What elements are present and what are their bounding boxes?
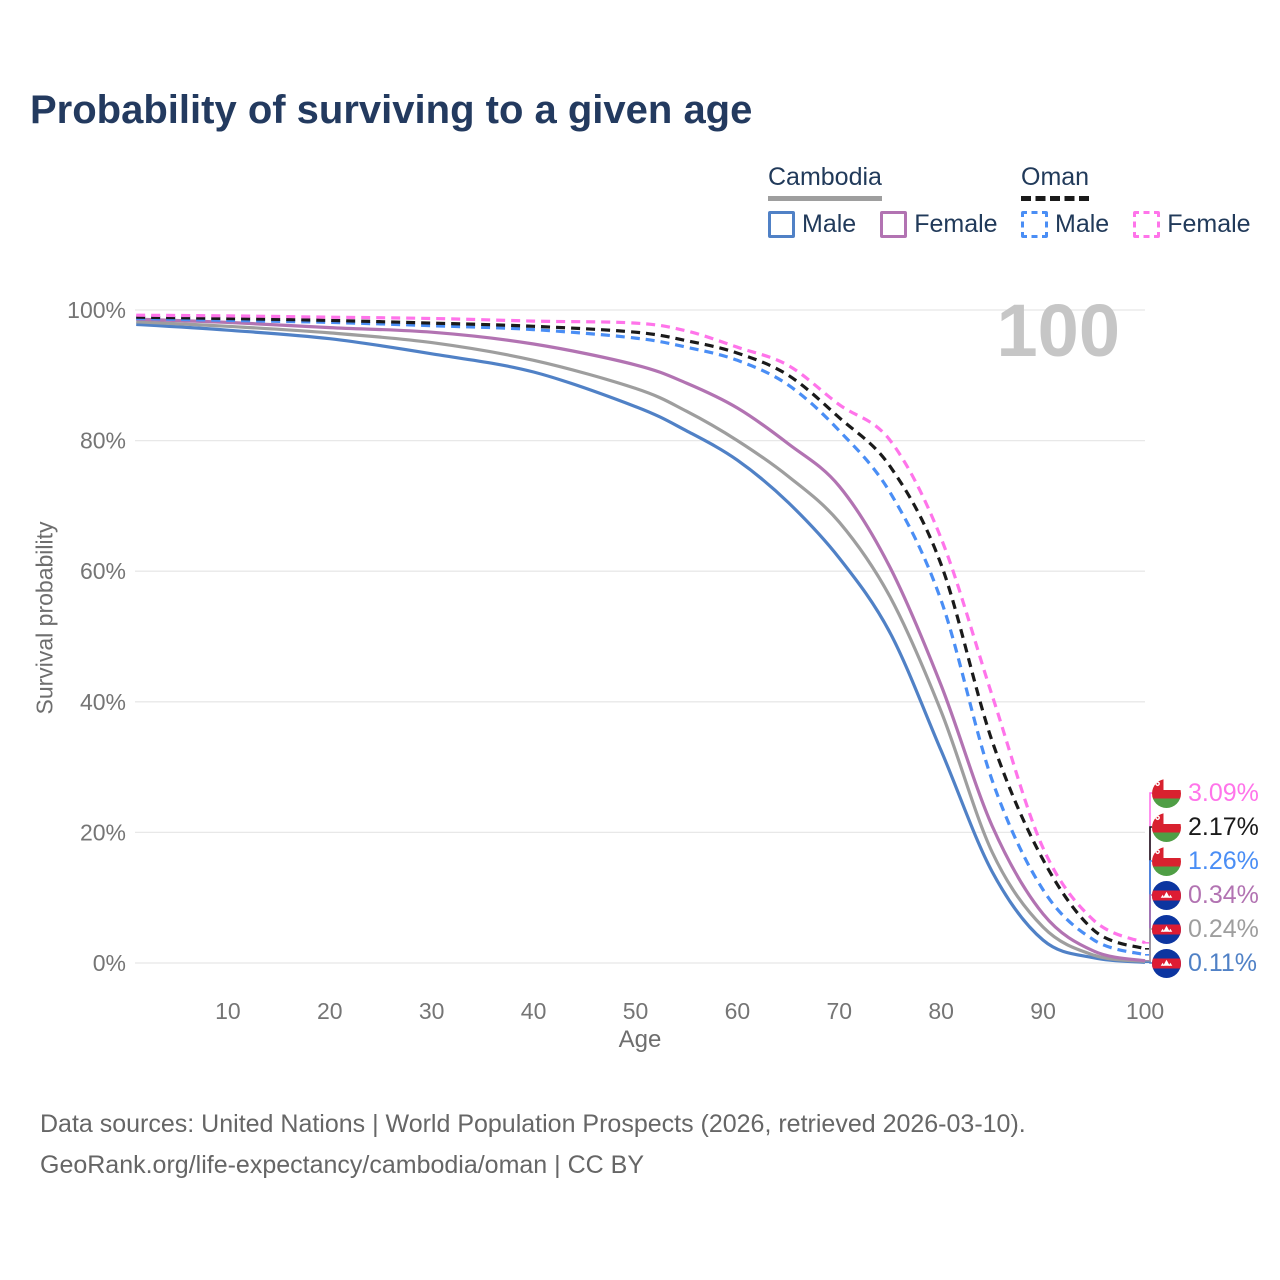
- legend-item-cambodia-male[interactable]: Male: [768, 210, 856, 239]
- oman-flag-icon: [1152, 778, 1181, 808]
- curve-oman-female[interactable]: [136, 313, 1146, 945]
- legend-group-cambodia: Cambodia Male Female: [768, 163, 998, 239]
- y-tick-label: 60%: [80, 558, 126, 584]
- end-label-value: 0.34%: [1188, 880, 1259, 909]
- legend-oman-header[interactable]: Oman: [1021, 163, 1090, 201]
- oman-female-swatch-icon: [1133, 211, 1161, 238]
- footer-attribution: GeoRank.org/life-expectancy/cambodia/oma…: [40, 1151, 645, 1179]
- footer-data-sources: Data sources: United Nations | World Pop…: [40, 1110, 1026, 1138]
- x-tick-label: 40: [521, 998, 547, 1024]
- y-axis-title: Survival probability: [31, 521, 58, 715]
- end-label-cambodia-male[interactable]: 0.11%: [1152, 948, 1257, 978]
- y-tick-label: 0%: [93, 950, 126, 976]
- end-label-cambodia-female[interactable]: 0.34%: [1152, 880, 1259, 910]
- curve-oman-male[interactable]: [136, 316, 1146, 957]
- legend-item-oman-male[interactable]: Male: [1021, 210, 1109, 239]
- legend-label: Male: [1055, 210, 1110, 238]
- cambodia-flag-icon: [1152, 948, 1181, 978]
- curve-cambodia-total[interactable]: [136, 320, 1146, 963]
- x-tick-label: 70: [827, 998, 853, 1024]
- oman-flag-icon: [1152, 812, 1181, 842]
- curve-oman-total[interactable]: [136, 315, 1146, 951]
- x-tick-label: 50: [623, 998, 649, 1024]
- y-tick-label: 80%: [80, 428, 126, 454]
- oman-flag-icon: [1152, 846, 1181, 876]
- end-label-value: 1.26%: [1188, 846, 1259, 875]
- legend-item-cambodia-female[interactable]: Female: [880, 210, 998, 239]
- x-tick-label: 20: [317, 998, 343, 1024]
- cambodia-male-swatch-icon: [768, 211, 795, 238]
- legend-label: Male: [802, 210, 857, 238]
- end-label-value: 3.09%: [1188, 778, 1259, 807]
- age-watermark: 100: [996, 289, 1120, 372]
- cambodia-flag-icon: [1152, 914, 1181, 944]
- x-tick-label: 30: [419, 998, 445, 1024]
- footer: Data sources: United Nations | World Pop…: [40, 1104, 1026, 1186]
- end-label-oman-female[interactable]: 3.09%: [1152, 778, 1259, 808]
- x-tick-label: 100: [1126, 998, 1164, 1024]
- legend-label: Female: [1167, 210, 1251, 238]
- legend-cambodia-header[interactable]: Cambodia: [768, 163, 882, 201]
- x-tick-label: 80: [928, 998, 954, 1024]
- end-label-value: 0.11%: [1188, 948, 1258, 977]
- curve-cambodia-male[interactable]: [136, 322, 1146, 964]
- end-label-cambodia-total[interactable]: 0.24%: [1152, 914, 1259, 944]
- end-label-oman-male[interactable]: 1.26%: [1152, 846, 1259, 876]
- y-tick-label: 40%: [80, 689, 126, 715]
- x-tick-label: 60: [725, 998, 751, 1024]
- y-tick-label: 20%: [80, 819, 126, 845]
- page-title: Probability of surviving to a given age: [30, 88, 753, 132]
- curve-cambodia-female[interactable]: [136, 317, 1146, 963]
- legend-label: Female: [914, 210, 998, 238]
- oman-male-swatch-icon: [1021, 211, 1048, 238]
- cambodia-female-swatch-icon: [880, 211, 908, 238]
- y-tick-label: 100%: [67, 297, 126, 323]
- end-label-oman-total[interactable]: 2.17%: [1152, 812, 1259, 842]
- end-label-value: 2.17%: [1188, 812, 1259, 841]
- x-axis-title: Age: [618, 1026, 662, 1053]
- x-tick-labels: 10 20 30 40 50 60 70 80 90 100: [215, 998, 1164, 1024]
- legend-group-oman: Oman Male Female: [1021, 163, 1251, 239]
- legend-item-oman-female[interactable]: Female: [1133, 210, 1251, 239]
- x-tick-label: 10: [215, 998, 241, 1024]
- cambodia-flag-icon: [1152, 880, 1181, 910]
- y-gridlines: 0% 20% 40% 60% 80% 100%: [67, 297, 1145, 976]
- x-tick-label: 90: [1030, 998, 1056, 1024]
- end-label-value: 0.24%: [1188, 914, 1259, 943]
